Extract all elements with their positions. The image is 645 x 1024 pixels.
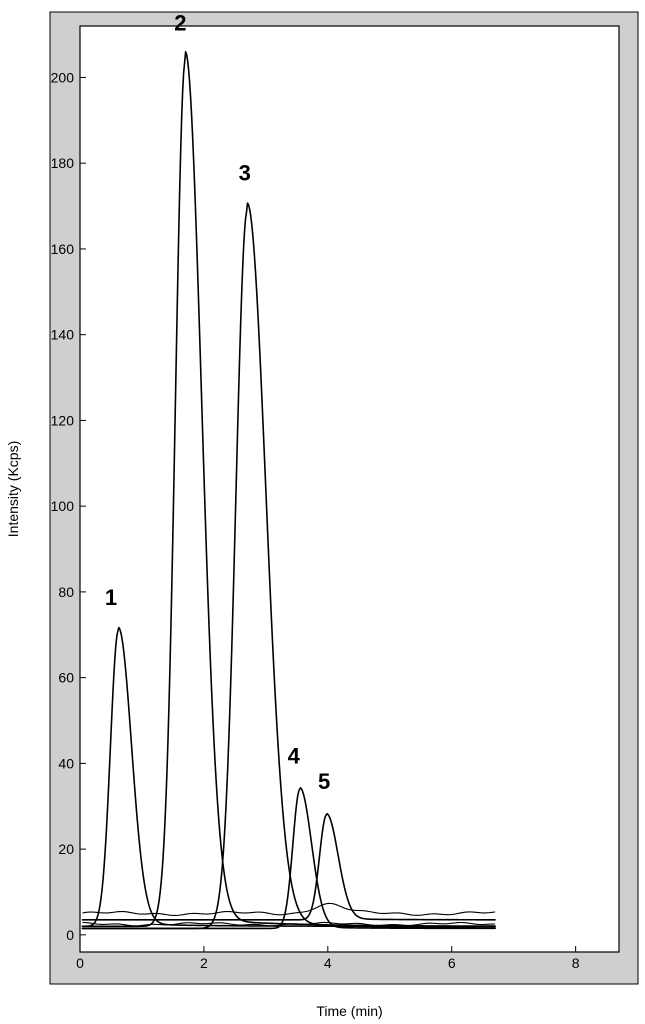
chart-frame: 0 2 4 6 8 Time (min) 0 20 40 60 80 100 120 140 160 180 2… — [0, 0, 645, 1024]
peak-label-5: 5 — [318, 769, 330, 794]
x-axis-label: Time (min) — [316, 1003, 382, 1019]
y-tick-label: 40 — [58, 755, 74, 771]
x-tick-label: 4 — [324, 955, 332, 971]
y-tick-label: 120 — [51, 412, 75, 428]
chromatogram-svg: 0 2 4 6 8 Time (min) 0 20 40 60 80 100 120 140 160 180 2… — [0, 0, 645, 1024]
plot-area — [80, 26, 619, 952]
y-axis-label: Intensity (Kcps) — [5, 441, 21, 537]
peak-label-3: 3 — [239, 160, 251, 185]
y-tick-label: 80 — [58, 584, 74, 600]
peak-label-1: 1 — [105, 585, 117, 610]
y-tick-label: 160 — [51, 241, 75, 257]
y-tick-label: 100 — [51, 498, 75, 514]
x-tick-label: 8 — [572, 955, 580, 971]
peak-label-2: 2 — [174, 10, 186, 35]
y-tick-label: 200 — [51, 69, 75, 85]
y-tick-label: 20 — [58, 841, 74, 857]
y-tick-label: 0 — [66, 927, 74, 943]
y-tick-label: 140 — [51, 327, 75, 343]
x-tick-label: 2 — [200, 955, 208, 971]
y-tick-label: 60 — [58, 670, 74, 686]
peak-label-4: 4 — [288, 743, 301, 768]
x-tick-label: 0 — [76, 955, 84, 971]
x-tick-label: 6 — [448, 955, 456, 971]
y-tick-label: 180 — [51, 155, 75, 171]
